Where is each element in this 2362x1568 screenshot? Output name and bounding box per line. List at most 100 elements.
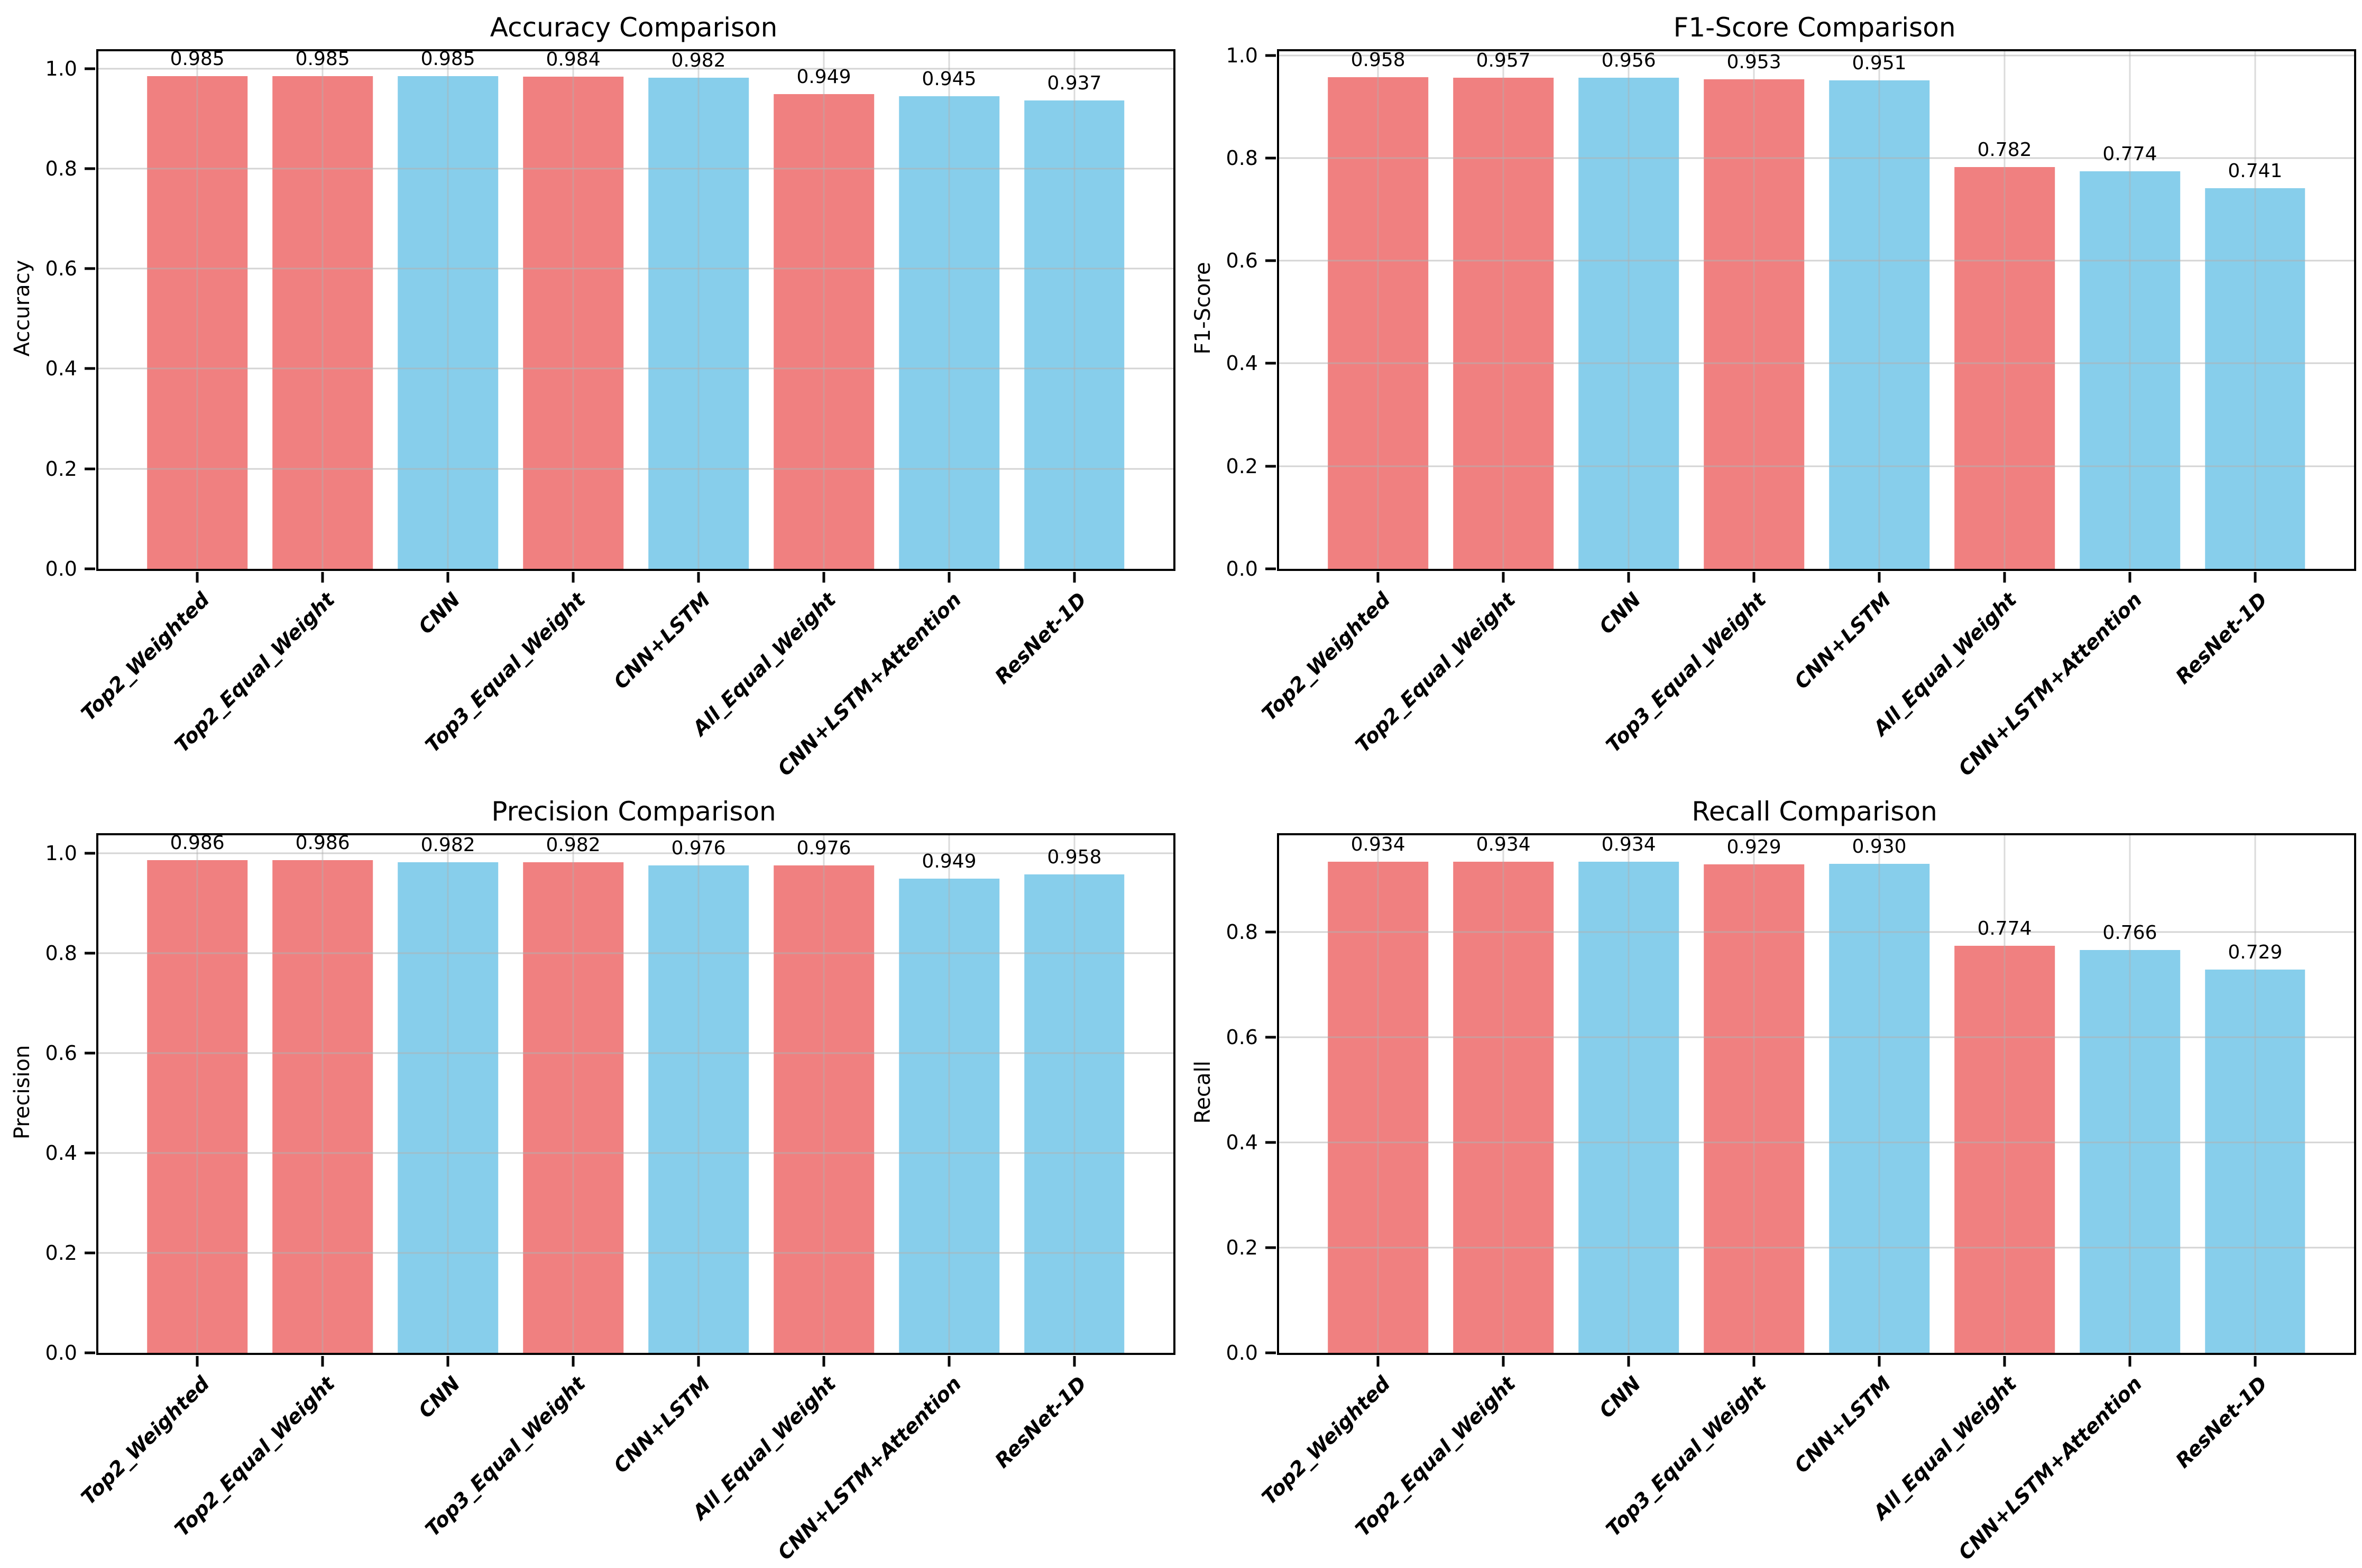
plot-area: 0.0 0.2 0.4 0.6 0.8 1.0 0.986 Top2_Weighted 0.98… [45,832,1176,1564]
gridline-h [98,1152,1174,1154]
bar [1578,78,1679,569]
gridline-h [1279,465,2355,467]
x-tick-label: All_Equal_Weight [688,587,841,740]
gridline-h [1279,362,2355,364]
y-axis-label: Accuracy [10,260,34,357]
x-tick-label: All_Equal_Weight [1869,1371,2021,1524]
x-tick-mark [2128,571,2131,583]
x-tick-label: All_Equal_Weight [1869,587,2021,740]
gridline-h [1279,1247,2355,1249]
bar-value-label: 0.729 [2228,941,2283,963]
y-tick-mark [84,467,95,471]
bar-value-label: 0.766 [2102,921,2157,944]
bar [774,865,874,1353]
gridline-h [1279,157,2355,159]
y-tick-label: 0.2 [1226,1235,1258,1259]
y-tick-mark [84,367,95,370]
x-tick-label: ResNet-1D [2171,1371,2272,1473]
bar-value-label: 0.934 [1601,833,1656,855]
bar-value-label: 0.976 [796,837,851,859]
x-tick-label: ResNet-1D [2171,587,2272,689]
x-tick-label: CNN+LSTM [609,1371,715,1478]
plot-area: 0.0 0.2 0.4 0.6 0.8 0.934 Top2_Weighted 0.934 To… [1226,833,2357,1564]
x-tick-label: CNN+LSTM [1790,587,1896,694]
gridline-h [98,1252,1174,1254]
subplot-recall: Recall Comparison Recall 0.0 0.2 0.4 0.6 0.8… [1181,784,2361,1568]
y-tick-mark [84,852,95,855]
x-tick-mark [446,1355,449,1367]
gridline-h [1279,54,2355,57]
bar-value-label: 0.934 [1476,833,1531,855]
x-tick-mark [948,571,951,583]
bar-value-label: 0.782 [1977,139,2032,161]
y-tick-label: 0.2 [45,1241,77,1265]
gridline-h [1279,260,2355,262]
bar-value-label: 0.949 [922,851,977,873]
y-tick-mark [1265,259,1276,262]
y-tick-mark [1265,362,1276,365]
y-tick-label: 0.8 [1226,146,1258,170]
bar-value-label: 0.774 [1977,917,2032,939]
y-tick-label: 0.8 [45,941,77,965]
x-tick-label: Top2_Weighted [1257,587,1395,725]
x-tick-label: All_Equal_Weight [688,1371,841,1524]
bar-value-label: 0.986 [170,832,225,854]
bar [147,76,247,569]
gridline-v [697,835,700,1353]
x-tick-mark [1627,571,1630,583]
gridline-h [98,168,1174,170]
y-tick-mark [84,1052,95,1055]
gridline-v [823,51,825,569]
y-tick-label: 0.4 [1226,1130,1258,1154]
chart-title: Accuracy Comparison [490,12,778,43]
x-tick-mark [948,1355,951,1367]
bar-value-label: 0.934 [1350,833,1405,855]
gridline-h [98,367,1174,370]
gridline-h [98,852,1174,854]
y-tick-mark [1265,567,1276,570]
y-tick-mark [1265,930,1276,934]
x-tick-label: CNN [1594,1371,1646,1423]
bar [1453,77,1554,569]
x-tick-label: Top2_Weighted [76,1371,214,1509]
y-tick-mark [84,1251,95,1255]
bar [2080,171,2180,569]
gridline-v [1753,51,1755,569]
gridline-h [1279,1141,2355,1143]
bar [1453,861,1554,1353]
x-tick-mark [2128,1355,2131,1367]
x-tick-mark [196,1355,199,1367]
gridline-v [2129,51,2131,569]
bar-value-label: 0.949 [796,66,851,88]
gridline-v [1878,51,1880,569]
bar-value-label: 0.957 [1476,49,1531,71]
subplot-precision: Precision Comparison Precision 0.0 0.2 0.4… [0,784,1181,1568]
bar [1578,861,1679,1353]
chart-title: F1-Score Comparison [1673,12,1956,43]
x-tick-mark [1878,571,1881,583]
x-tick-mark [1073,1355,1076,1367]
bar-value-label: 0.982 [671,50,726,72]
y-tick-mark [84,1151,95,1155]
x-tick-mark [321,1355,324,1367]
y-tick-mark [1265,1141,1276,1144]
bar-value-label: 0.985 [420,48,475,70]
x-tick-mark [822,1355,825,1367]
gridline-v [1753,835,1755,1353]
bar [1328,77,1428,569]
gridline-v [948,51,950,569]
y-axis-label: F1-Score [1191,262,1215,355]
y-tick-label: 1.0 [45,841,77,865]
bar [1024,874,1125,1353]
bar [648,865,749,1353]
x-tick-label: CNN [1594,587,1646,639]
y-tick-label: 0.6 [45,257,77,281]
gridline-v [572,835,574,1353]
y-tick-label: 0.4 [45,1141,77,1165]
bar [523,862,623,1353]
x-tick-mark [1878,1355,1881,1367]
bar [2205,969,2305,1353]
gridline-v [196,51,198,569]
x-tick-mark [446,571,449,583]
subplot-accuracy: Accuracy Comparison Accuracy 0.0 0.2 0.4 0.… [0,0,1181,784]
